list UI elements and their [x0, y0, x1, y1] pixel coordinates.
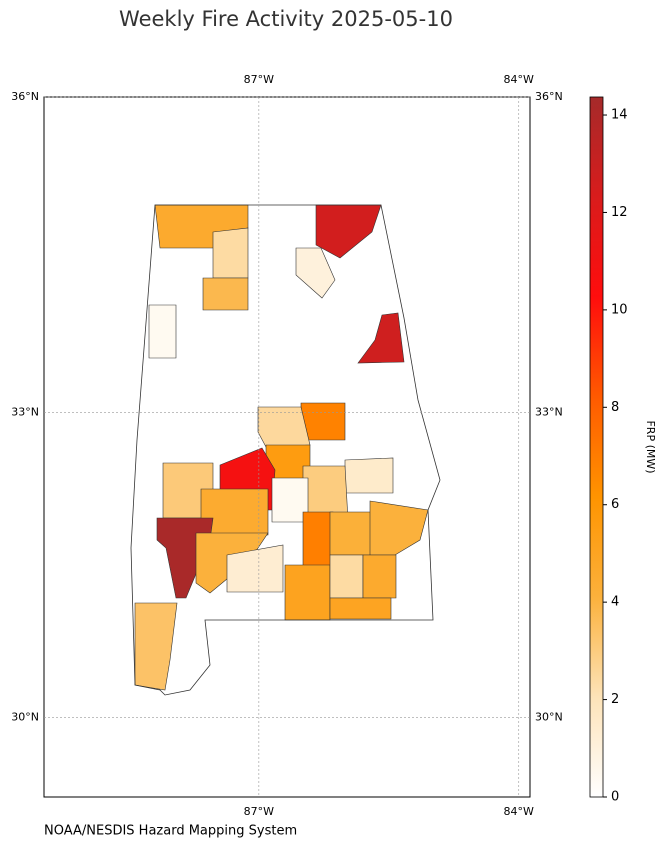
lon-label: 87°W: [244, 73, 274, 86]
county-region: [202, 277, 249, 311]
county-region: [295, 247, 336, 299]
lat-label: 30°N: [535, 710, 563, 723]
county-region: [212, 227, 249, 279]
lat-label: 33°N: [11, 405, 39, 418]
county-region: [329, 554, 364, 599]
colorbar-tick-label: 4: [611, 595, 619, 610]
colorbar-tick-label: 14: [611, 108, 628, 123]
map-frame: [43, 96, 531, 798]
source-credit: NOAA/NESDIS Hazard Mapping System: [44, 824, 297, 839]
county-region: [284, 564, 331, 621]
map-title: Weekly Fire Activity 2025-05-10: [119, 7, 453, 31]
colorbar-tick-label: 2: [611, 692, 619, 707]
colorbar: [589, 96, 604, 798]
regions: [134, 204, 429, 691]
colorbar-tick-label: 8: [611, 400, 619, 415]
county-region: [329, 511, 375, 556]
lat-label: 33°N: [535, 405, 563, 418]
lon-label: 84°W: [504, 73, 534, 86]
lat-label: 36°N: [11, 90, 39, 103]
lon-label: 87°W: [244, 805, 274, 818]
county-region: [357, 312, 405, 364]
state-outline: [130, 204, 441, 696]
colorbar-label: FRP (MW): [644, 420, 657, 473]
county-region: [226, 544, 284, 593]
lat-label: 30°N: [11, 710, 39, 723]
county-region: [344, 457, 394, 494]
colorbar-tick-label: 10: [611, 302, 628, 317]
county-region: [302, 511, 334, 573]
colorbar-tick-label: 0: [611, 790, 619, 805]
county-region: [134, 602, 178, 691]
county-region: [369, 500, 429, 556]
county-region: [271, 477, 309, 523]
lat-label: 36°N: [535, 90, 563, 103]
lon-label: 84°W: [504, 805, 534, 818]
county-region: [362, 554, 397, 599]
county-region: [315, 204, 382, 259]
colorbar-tick-label: 12: [611, 205, 628, 220]
county-region: [329, 597, 392, 620]
county-region: [257, 406, 311, 448]
county-region: [148, 304, 177, 359]
colorbar-tick-label: 6: [611, 497, 619, 512]
